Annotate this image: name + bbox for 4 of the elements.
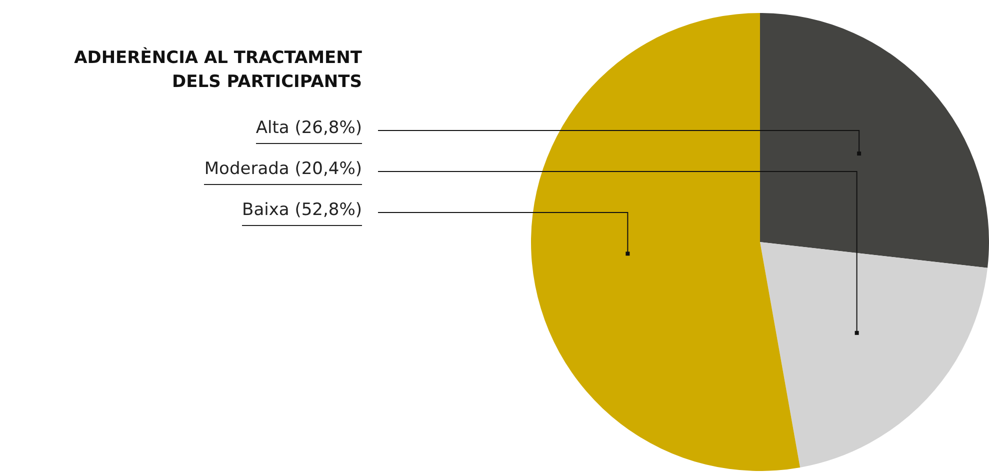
text: ADHERÈNCIA AL TRACTAMENT DELS PARTICIPANTS: [73, 46, 362, 94]
slice-label: Moderada (20,4%): [204, 159, 362, 185]
slice-label: Baixa (52,8%): [242, 200, 362, 226]
slice-label: Alta (26,8%): [256, 118, 362, 144]
